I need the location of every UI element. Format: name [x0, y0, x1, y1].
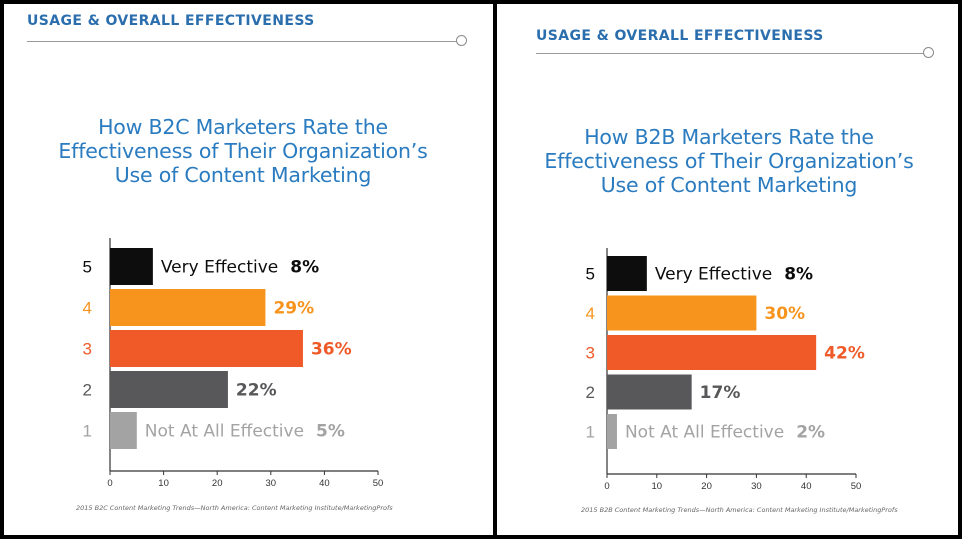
chart-title-line: How B2C Marketers Rate the: [98, 115, 388, 139]
x-tick-label: 0: [604, 481, 609, 492]
b2b-panel: USAGE & OVERALL EFFECTIVENESS How B2B Ma…: [497, 4, 958, 535]
bar: [607, 335, 817, 370]
bar: [607, 374, 692, 410]
heading-divider-circle: [456, 35, 467, 46]
source-note: 2015 B2B Content Marketing Trends—North …: [581, 506, 898, 514]
bar: [110, 289, 266, 326]
section-heading: USAGE & OVERALL EFFECTIVENESS: [27, 13, 315, 29]
chart-title-line: Use of Content Marketing: [600, 173, 858, 197]
data-label: 42%: [824, 344, 865, 364]
b2c-panel: USAGE & OVERALL EFFECTIVENESS How B2C Ma…: [4, 4, 493, 535]
x-tick-label: 50: [373, 478, 384, 489]
heading-divider: [27, 41, 457, 42]
bar: [607, 414, 617, 449]
x-tick-label: 40: [801, 481, 812, 492]
x-tick-label: 30: [751, 481, 762, 492]
category-label: 1: [83, 422, 92, 441]
category-label: 3: [586, 344, 595, 363]
category-label: 1: [586, 423, 595, 442]
data-label: 29%: [273, 299, 314, 319]
data-label: 22%: [236, 381, 277, 401]
x-tick-label: 0: [107, 478, 112, 489]
x-tick-label: 20: [701, 481, 712, 492]
bar: [607, 295, 757, 331]
category-label: 5: [83, 258, 92, 277]
bar: [110, 371, 228, 408]
chart-title-line: Effectiveness of Their Organization’s: [58, 139, 428, 163]
x-tick-label: 10: [652, 481, 663, 492]
category-label: 4: [586, 304, 595, 323]
category-label: 2: [83, 381, 92, 400]
data-label: 30%: [764, 304, 805, 324]
x-tick-label: 50: [851, 481, 862, 492]
heading-divider-circle: [923, 47, 934, 58]
chart-title-line: Effectiveness of Their Organization’s: [544, 149, 914, 173]
x-tick-label: 30: [266, 478, 277, 489]
data-label: 2%: [796, 423, 825, 443]
bar: [110, 330, 303, 367]
x-tick-label: 20: [212, 478, 223, 489]
data-label: 36%: [311, 340, 352, 360]
category-label: 3: [83, 340, 92, 359]
bar-category-text: Very Effective: [655, 265, 772, 285]
bar: [110, 248, 153, 285]
category-label: 5: [586, 265, 595, 284]
bar: [110, 412, 137, 449]
category-label: 4: [83, 299, 92, 318]
heading-divider: [536, 53, 924, 54]
b2c-bar-chart: 0 10 20 30 40 50 5 Very Effective 8% 4 29% 3 36% 2 22%…: [83, 238, 384, 489]
data-label: 8%: [784, 265, 813, 285]
bar-category-text: Not At All Effective: [145, 422, 304, 442]
chart-title-line: How B2B Marketers Rate the: [584, 125, 874, 149]
x-tick-label: 40: [319, 478, 330, 489]
chart-title-line: Use of Content Marketing: [114, 163, 372, 187]
data-label: 8%: [290, 258, 319, 278]
bar: [607, 256, 647, 291]
source-note: 2015 B2C Content Marketing Trends—North …: [76, 504, 393, 512]
data-label: 17%: [700, 383, 741, 403]
x-tick-label: 10: [158, 478, 169, 489]
b2b-bar-chart: 0 10 20 30 40 50 5 Very Effective 8% 4 30% 3 42% 2 17%…: [586, 248, 865, 492]
category-label: 2: [586, 383, 595, 402]
section-heading: USAGE & OVERALL EFFECTIVENESS: [536, 28, 824, 44]
chart-title: How B2B Marketers Rate the Effectiveness…: [509, 125, 949, 197]
chart-title: How B2C Marketers Rate the Effectiveness…: [18, 115, 468, 187]
bar-category-text: Very Effective: [161, 258, 278, 278]
bar-category-text: Not At All Effective: [625, 423, 784, 443]
data-label: 5%: [316, 422, 345, 442]
